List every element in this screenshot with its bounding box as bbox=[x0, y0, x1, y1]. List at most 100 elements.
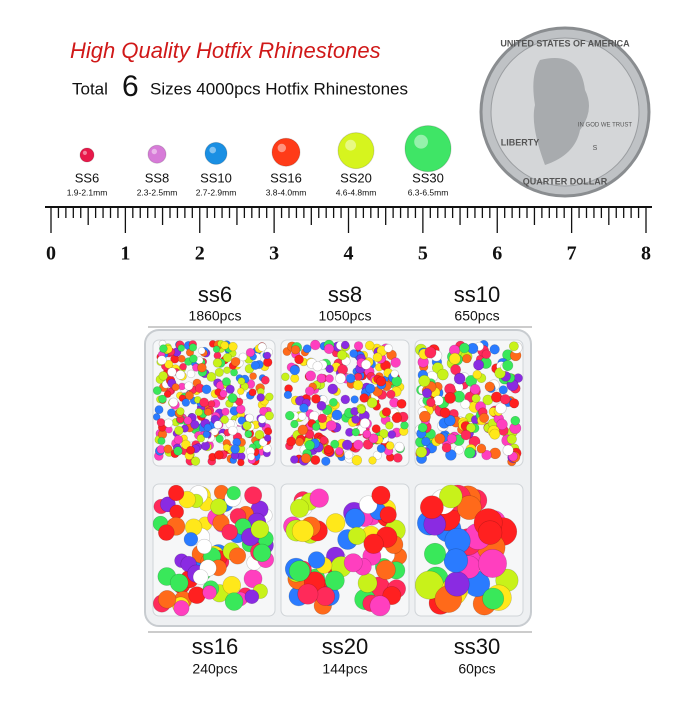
size-label: SS8 bbox=[145, 170, 170, 185]
bead bbox=[163, 444, 173, 454]
bead bbox=[496, 418, 508, 431]
bead bbox=[335, 372, 347, 384]
bead bbox=[213, 420, 223, 430]
bead bbox=[152, 413, 161, 421]
bead bbox=[335, 447, 344, 456]
bead bbox=[157, 355, 167, 365]
bead bbox=[350, 395, 359, 404]
bead bbox=[459, 342, 470, 354]
bead bbox=[502, 359, 514, 372]
bead bbox=[186, 369, 196, 379]
bead bbox=[443, 548, 469, 573]
bead bbox=[345, 373, 356, 384]
sample-shine bbox=[277, 143, 286, 153]
bead bbox=[376, 444, 386, 454]
bead bbox=[257, 415, 267, 424]
ruler-label: 8 bbox=[641, 243, 651, 265]
subtitle-number: 6 bbox=[122, 70, 139, 103]
bead bbox=[344, 450, 354, 460]
bead bbox=[237, 387, 245, 395]
bead bbox=[212, 345, 221, 353]
bead bbox=[421, 388, 433, 399]
bead bbox=[469, 383, 481, 395]
bead bbox=[327, 383, 339, 395]
bead bbox=[359, 417, 371, 429]
bead bbox=[356, 405, 366, 415]
bead bbox=[230, 356, 241, 367]
bead bbox=[371, 424, 381, 434]
bead bbox=[489, 344, 500, 355]
bead bbox=[368, 456, 377, 465]
bead bbox=[169, 573, 189, 593]
bead bbox=[325, 364, 334, 374]
sample-shine bbox=[82, 150, 87, 155]
bead bbox=[215, 434, 224, 443]
compartment-count: 60pcs bbox=[458, 661, 495, 677]
bead bbox=[297, 424, 309, 436]
ruler-label: 1 bbox=[120, 243, 130, 265]
bead bbox=[390, 357, 401, 368]
bead bbox=[237, 416, 247, 425]
bead bbox=[353, 439, 364, 450]
bead bbox=[230, 444, 240, 455]
size-label: SS20 bbox=[340, 170, 372, 185]
bead bbox=[420, 495, 444, 520]
bead bbox=[289, 364, 301, 376]
bead bbox=[181, 398, 191, 407]
bead bbox=[390, 369, 399, 378]
bead bbox=[159, 344, 168, 353]
bead bbox=[421, 436, 431, 447]
bead bbox=[290, 373, 300, 383]
subtitle-end: Sizes 4000pcs Hotfix Rhinestones bbox=[150, 79, 408, 98]
bead bbox=[244, 486, 263, 505]
bead bbox=[498, 385, 508, 395]
bead bbox=[212, 358, 223, 368]
ruler-label: 5 bbox=[418, 243, 428, 265]
bead bbox=[175, 369, 186, 380]
bead bbox=[228, 341, 238, 352]
sample-shine bbox=[209, 146, 216, 154]
bead bbox=[363, 533, 384, 554]
bead bbox=[179, 362, 187, 371]
bead bbox=[163, 390, 172, 398]
bead bbox=[171, 383, 180, 392]
ruler-label: 2 bbox=[195, 243, 205, 265]
bead bbox=[418, 374, 431, 387]
bead bbox=[219, 389, 228, 398]
bead bbox=[324, 570, 345, 591]
ruler-label: 7 bbox=[567, 243, 577, 265]
bead bbox=[167, 408, 176, 418]
bead bbox=[423, 542, 447, 565]
bead bbox=[196, 538, 212, 555]
bead bbox=[184, 381, 194, 391]
bead bbox=[256, 393, 265, 402]
size-range: 3.8-4.0mm bbox=[266, 187, 307, 197]
bead bbox=[444, 571, 470, 597]
bead bbox=[157, 590, 177, 609]
bead bbox=[307, 551, 326, 569]
bead bbox=[184, 390, 194, 401]
bead bbox=[199, 397, 209, 408]
bead bbox=[508, 341, 519, 352]
bead bbox=[227, 425, 238, 436]
bead bbox=[379, 506, 397, 524]
bead bbox=[386, 389, 396, 399]
bead bbox=[158, 371, 169, 381]
bead bbox=[489, 428, 501, 440]
bead bbox=[152, 386, 162, 395]
bead bbox=[183, 416, 193, 425]
bead bbox=[238, 352, 248, 362]
subtitle-start: Total bbox=[72, 79, 108, 98]
bead bbox=[226, 485, 241, 501]
bead bbox=[460, 399, 471, 410]
coin-top: UNITED STATES OF AMERICA bbox=[500, 38, 630, 48]
size-sample bbox=[404, 125, 452, 173]
bead bbox=[227, 393, 238, 403]
bead bbox=[297, 583, 319, 605]
bead bbox=[312, 361, 323, 372]
compartment-count: 240pcs bbox=[192, 661, 237, 677]
bead bbox=[156, 418, 166, 427]
bead bbox=[206, 372, 217, 382]
bead bbox=[300, 453, 312, 464]
bead bbox=[325, 374, 334, 383]
